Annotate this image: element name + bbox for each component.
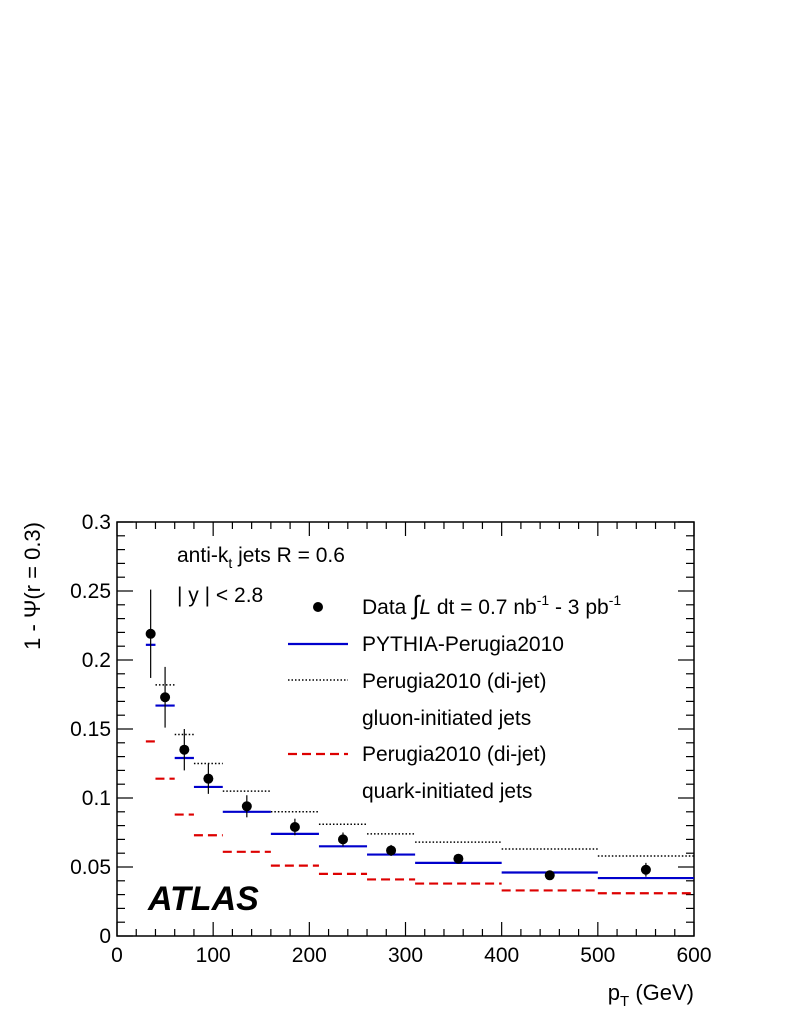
data-point [289, 821, 300, 832]
x-tick-label: 0 [111, 944, 123, 967]
jets-annotation: anti-kt jets R = 0.6 [177, 544, 345, 571]
y-tick-label: 0 [99, 925, 111, 948]
data-point [203, 773, 214, 784]
x-tick-labels: 0 100 200 300 400 500 600 [111, 944, 711, 967]
legend-pythia-label: PYTHIA-Perugia2010 [362, 633, 564, 656]
rapidity-annotation: | y | < 2.8 [177, 584, 263, 607]
y-tick-label: 0.25 [70, 580, 111, 603]
x-tick-label: 600 [676, 944, 711, 967]
legend-quark-label-1: Perugia2010 (di-jet) [362, 743, 546, 766]
quark-series [145, 740, 694, 895]
y-tick-label: 0.15 [70, 718, 111, 741]
data-point [179, 744, 190, 755]
legend-gluon-label-2: gluon-initiated jets [362, 707, 531, 730]
x-tick-label: 100 [196, 944, 231, 967]
data-point [544, 870, 555, 881]
legend-data-label: Data ∫L dt = 0.7 nb-1 - 3 pb-1 [362, 590, 621, 620]
x-tick-label: 400 [484, 944, 519, 967]
data-point [160, 692, 171, 703]
data-point [241, 801, 252, 812]
atlas-label: ATLAS [147, 880, 259, 918]
y-axis-label: 1 - Ψ(r = 0.3) [20, 522, 45, 650]
data-point [453, 853, 464, 864]
data-point [337, 834, 348, 845]
data-point [145, 628, 156, 639]
legend: Data ∫L dt = 0.7 nb-1 - 3 pb-1 PYTHIA-Pe… [288, 590, 621, 803]
data-series [145, 589, 651, 881]
data-point [640, 864, 651, 875]
legend-data-marker [313, 602, 323, 612]
x-axis-label: pT (GeV) [608, 980, 694, 1010]
y-tick-label: 0.05 [70, 856, 111, 879]
data-point [386, 845, 397, 856]
y-tick-labels: 0 0.05 0.1 0.15 0.2 0.25 0.3 [70, 511, 111, 948]
x-tick-label: 300 [388, 944, 423, 967]
x-tick-label: 500 [580, 944, 615, 967]
axis-ticks [116, 521, 695, 937]
y-tick-label: 0.3 [82, 511, 111, 534]
legend-gluon-label-1: Perugia2010 (di-jet) [362, 670, 546, 693]
y-tick-label: 0.1 [82, 787, 111, 810]
legend-quark-label-2: quark-initiated jets [362, 780, 532, 803]
x-tick-label: 200 [292, 944, 327, 967]
y-tick-label: 0.2 [82, 649, 111, 672]
